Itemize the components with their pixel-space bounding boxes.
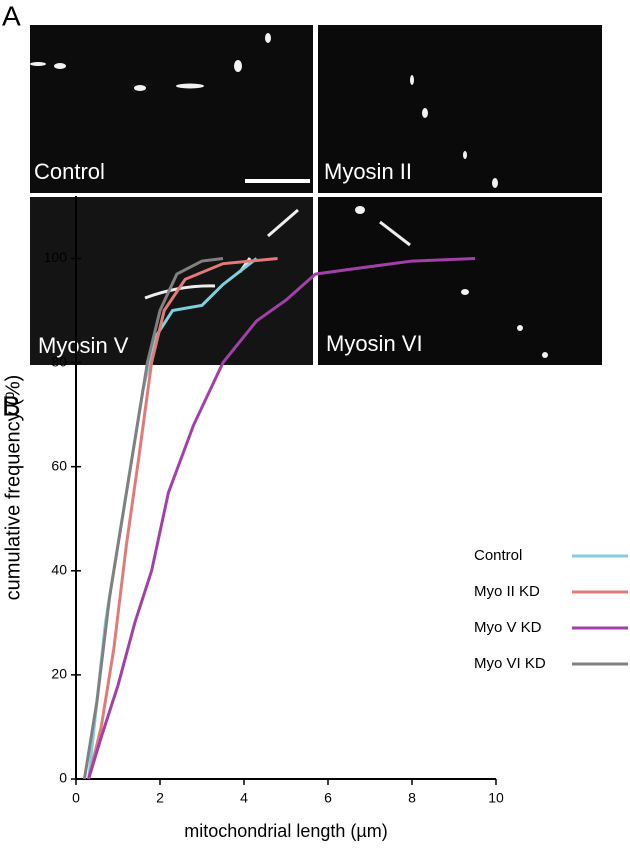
x-tick-label: 2 [156,790,164,806]
y-axis-label: cumulative frequency (%) [2,375,24,601]
image-label: Myosin V [38,333,129,358]
micrograph [318,197,602,365]
x-tick-label: 0 [72,790,80,806]
image-label: Myosin II [324,159,412,184]
legend-label: Myo VI KD [474,655,546,672]
x-tick-label: 6 [324,790,332,806]
y-tick-label: 80 [51,353,67,369]
image-label: Control [34,159,105,184]
legend-label: Myo II KD [474,583,540,600]
y-tick-label: 0 [59,770,67,786]
panel-label: A [2,0,21,31]
y-tick-label: 20 [51,666,67,682]
micrograph [30,25,313,193]
chart: 0 20 40 60 80 100 0 2 4 6 8 10 mitochondrial length … [2,196,628,841]
x-tick-label: 4 [240,790,248,806]
legend-label: Control [474,547,522,564]
micrograph [318,25,602,193]
x-axis-label: mitochondrial length (µm) [184,821,387,841]
micrograph-grid: Control Myosin II Myosin V Myosin VI [30,25,602,365]
micrograph [30,197,313,365]
series-line [87,256,278,780]
y-tick-label: 60 [51,457,67,473]
series-line [82,256,224,780]
panel-label: B [2,390,21,421]
image-label: Myosin VI [326,331,423,356]
y-tick-label: 100 [44,249,68,265]
legend-label: Myo V KD [474,619,542,636]
x-tick-label: 10 [488,790,504,806]
x-tick-label: 8 [408,790,416,806]
series-line [87,256,476,780]
y-tick-label: 40 [51,561,67,577]
